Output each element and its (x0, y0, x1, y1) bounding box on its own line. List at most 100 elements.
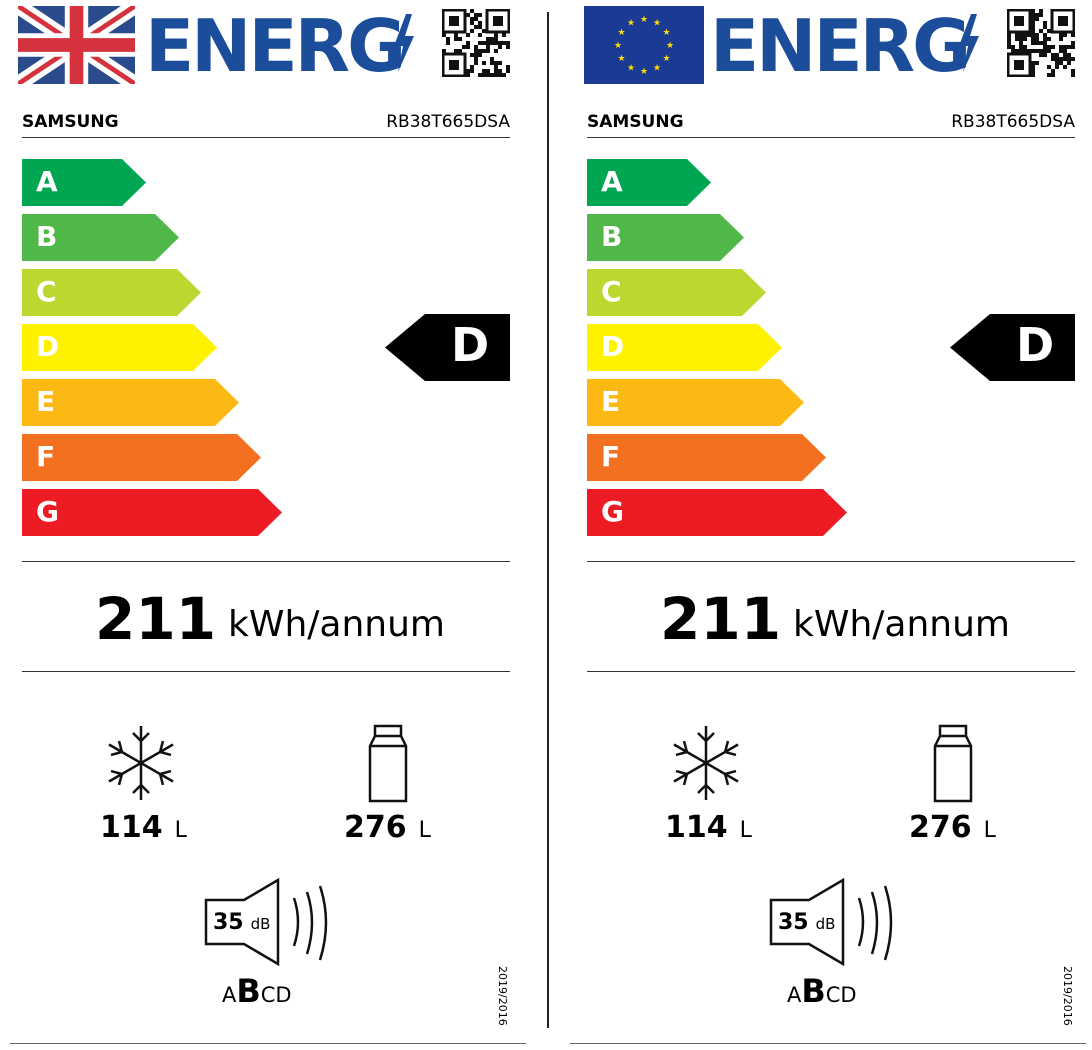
model-number: RB38T665DSA (386, 112, 510, 132)
energy-class-letter: G (601, 495, 624, 528)
qr-code[interactable] (1007, 9, 1075, 77)
noise-class-selected: B (801, 972, 826, 1010)
energy-consumption-unit: kWh/annum (793, 604, 1010, 645)
energy-class-bar-e: E (587, 379, 804, 426)
energy-class-letter: D (601, 330, 625, 363)
uk-flag-icon (18, 6, 135, 84)
svg-text:★: ★ (627, 18, 635, 28)
fridge-bottle-icon (368, 724, 408, 803)
energy-class-letter: F (36, 440, 56, 473)
energy-class-bar-b: B (587, 214, 744, 261)
energy-class-bar-c: C (22, 269, 201, 316)
bottom-line (10, 1043, 526, 1044)
noise-class-scale: ABCD (787, 972, 857, 1010)
lightning-bolt-icon (959, 14, 979, 72)
energy-label-uk: ENERG SAMSUNG RB38T665DSA A B C D E F G D 211 kWh/an… (18, 4, 510, 1026)
volume-unit: L (418, 818, 431, 843)
noise-class-selected: B (236, 972, 261, 1010)
model-number: RB38T665DSA (951, 112, 1075, 132)
energy-class-bar-a: A (22, 159, 146, 206)
energy-class-letter: B (601, 220, 623, 253)
energy-class-bar-f: F (587, 434, 826, 481)
speaker-icon (204, 878, 328, 966)
noise-unit: dB (815, 915, 836, 933)
qr-code[interactable] (442, 9, 510, 77)
svg-text:★: ★ (653, 18, 661, 28)
energy-class-bar-c: C (587, 269, 766, 316)
energy-title: ENERG (145, 4, 406, 88)
energy-class-letter: C (601, 275, 622, 308)
energy-class-letter: F (601, 440, 621, 473)
energy-class-bar-a: A (587, 159, 711, 206)
energy-title: ENERG (710, 4, 971, 88)
svg-text:★: ★ (614, 41, 622, 51)
energy-class-letter: B (36, 220, 58, 253)
noise-class: A (787, 983, 802, 1007)
energy-class-letter: A (36, 165, 58, 198)
energy-rating-letter: D (1016, 318, 1055, 372)
snowflake-icon (108, 726, 174, 800)
divider (22, 561, 510, 562)
divider (22, 137, 510, 138)
energy-class-bar-g: G (22, 489, 282, 536)
regulation-number: 2019/2016 (1061, 966, 1074, 1026)
fridge-volume-value: 276 (344, 810, 407, 845)
energy-class-bar-e: E (22, 379, 239, 426)
energy-consumption-unit: kWh/annum (228, 604, 445, 645)
speaker-icon (769, 878, 893, 966)
energy-label-eu: ★ ★ ★ ★ ★ ★ ★ ★ ★ ★ ★ ★ ENERG SAMSUNG RB38T665DSA A B C D E… (565, 0, 1092, 1050)
energy-class-bar-f: F (22, 434, 261, 481)
fridge-volume: 276 L (344, 810, 431, 845)
energy-class-letter: D (36, 330, 60, 363)
svg-text:★: ★ (640, 67, 648, 77)
volume-unit: L (174, 818, 187, 843)
noise-class: A (222, 983, 237, 1007)
fridge-bottle-icon (933, 724, 973, 803)
svg-text:★: ★ (653, 64, 661, 74)
energy-class-letter: A (601, 165, 623, 198)
volume-unit: L (983, 818, 996, 843)
noise-unit: dB (250, 915, 271, 933)
energy-class-letter: E (36, 385, 56, 418)
noise-class: CD (260, 983, 292, 1007)
svg-text:★: ★ (617, 54, 625, 64)
noise-value: 35 (778, 910, 809, 935)
regulation-number: 2019/2016 (496, 966, 509, 1026)
noise-level: 35 dB (778, 910, 835, 935)
energy-class-bar-d: D (587, 324, 782, 371)
freezer-volume-value: 114 (100, 810, 163, 845)
energy-class-letter: G (36, 495, 59, 528)
energy-class-letter: E (601, 385, 621, 418)
noise-value: 35 (213, 910, 244, 935)
bottom-line (570, 1043, 1086, 1044)
svg-text:★: ★ (617, 28, 625, 38)
svg-text:★: ★ (627, 64, 635, 74)
energy-consumption-value: 211 (95, 585, 217, 653)
energy-rating-indicator: D (385, 314, 510, 381)
noise-class: CD (825, 983, 857, 1007)
energy-rating-indicator: D (950, 314, 1075, 381)
volume-unit: L (739, 818, 752, 843)
energy-class-bar-g: G (587, 489, 847, 536)
divider (587, 137, 1075, 138)
svg-text:★: ★ (666, 41, 674, 51)
energy-class-bar-b: B (22, 214, 179, 261)
eu-flag-icon: ★★★★★★★★★ ★ ★★ (584, 6, 704, 84)
freezer-volume: 114 L (665, 810, 752, 845)
brand-name: SAMSUNG (587, 112, 684, 132)
svg-text:★: ★ (662, 54, 670, 64)
fridge-volume-value: 276 (909, 810, 972, 845)
noise-class-scale: ABCD (222, 972, 292, 1010)
divider (587, 561, 1075, 562)
label-divider (547, 12, 549, 1028)
energy-class-letter: C (36, 275, 57, 308)
energy-class-bar-d: D (22, 324, 217, 371)
freezer-volume: 114 L (100, 810, 187, 845)
energy-rating-letter: D (451, 318, 490, 372)
svg-text:★: ★ (662, 28, 670, 38)
freezer-volume-value: 114 (665, 810, 728, 845)
fridge-volume: 276 L (909, 810, 996, 845)
snowflake-icon (673, 726, 739, 800)
divider (22, 671, 510, 672)
lightning-bolt-icon (394, 14, 414, 72)
